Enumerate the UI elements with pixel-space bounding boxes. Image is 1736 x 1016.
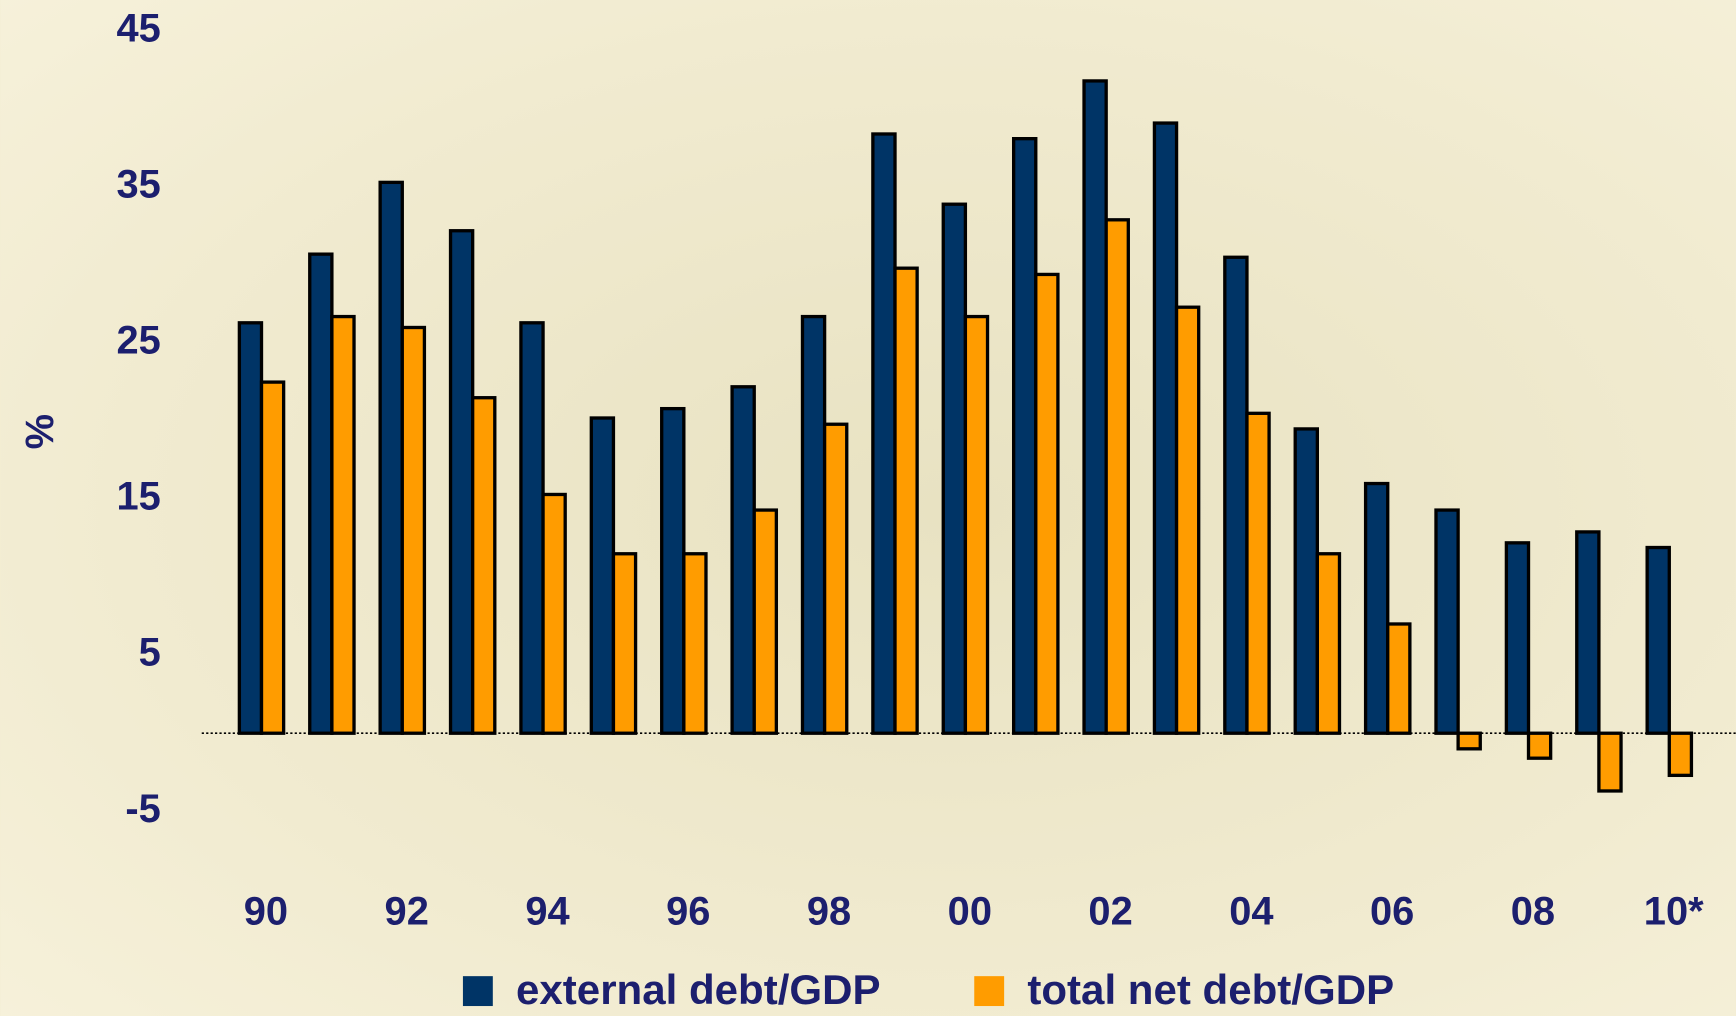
bar [259, 380, 286, 735]
bar [330, 314, 356, 735]
x-tick-label: 90 [244, 890, 288, 934]
y-tick-label: -5 [125, 787, 160, 831]
y-axis-label: % [18, 414, 62, 449]
x-tick-label: 96 [666, 890, 710, 934]
bar [1386, 622, 1412, 735]
legend-label: total net debt/GDP [1027, 966, 1394, 1013]
bar [378, 180, 404, 735]
bar [1645, 545, 1671, 735]
x-tick-label: 02 [1088, 890, 1132, 934]
legend-swatch [974, 976, 1005, 1007]
bar [237, 321, 264, 735]
bar [1011, 137, 1038, 735]
bar [893, 266, 919, 735]
bar [963, 314, 990, 735]
bar [1597, 731, 1623, 793]
x-tick-label: 08 [1511, 890, 1555, 934]
bar [611, 552, 638, 735]
bar [308, 252, 334, 735]
bar [682, 552, 708, 735]
y-tick-label: 15 [116, 475, 160, 519]
bar [1082, 79, 1108, 735]
legend-label: external debt/GDP [516, 966, 881, 1013]
bar [1245, 411, 1271, 735]
x-tick-label: 10* [1644, 890, 1704, 934]
x-tick-label: 94 [525, 890, 569, 934]
bar [1575, 530, 1601, 735]
bar [660, 406, 686, 735]
y-tick-label: 45 [116, 7, 160, 51]
bar [1667, 731, 1694, 778]
x-tick-label: 04 [1229, 890, 1273, 934]
bar [1152, 121, 1179, 735]
y-tick-label: 5 [139, 631, 161, 675]
bar [471, 396, 497, 735]
bar [1293, 427, 1320, 735]
bar [1526, 731, 1553, 760]
bar [541, 492, 567, 735]
bar [1104, 218, 1130, 735]
x-tick-label: 92 [385, 890, 429, 934]
bar [1034, 272, 1060, 735]
bar [1434, 508, 1460, 735]
bar [1223, 255, 1249, 735]
x-tick-label: 98 [807, 890, 851, 934]
bar [1363, 481, 1390, 735]
x-tick-label: 00 [948, 890, 992, 934]
y-tick-label: 25 [116, 319, 160, 363]
bar [400, 325, 427, 735]
bar [871, 132, 897, 735]
bar [448, 229, 475, 735]
bar [941, 202, 968, 735]
bar [730, 385, 756, 735]
bar [519, 321, 545, 735]
bar [752, 508, 779, 735]
bar [1315, 552, 1342, 735]
bar [800, 314, 827, 735]
y-tick-label: 35 [116, 163, 160, 207]
bar [822, 422, 849, 735]
x-tick-label: 06 [1370, 890, 1414, 934]
bar [1174, 305, 1201, 735]
bar [1504, 541, 1531, 735]
bar [589, 416, 616, 735]
legend-swatch [462, 976, 493, 1007]
bar [1456, 731, 1482, 751]
